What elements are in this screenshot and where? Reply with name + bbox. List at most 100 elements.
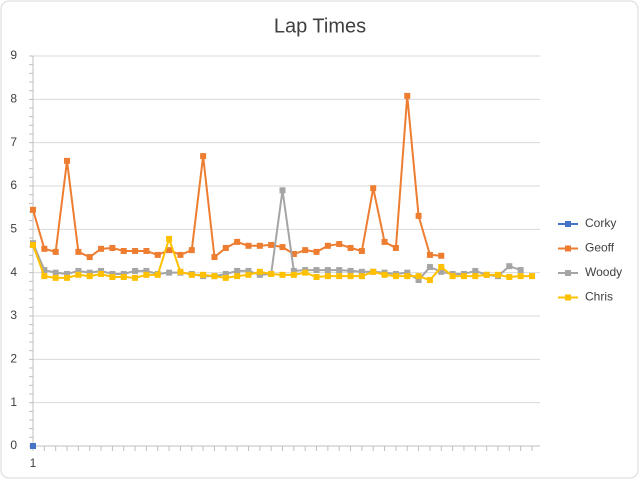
chart-title: Lap Times — [274, 15, 366, 37]
point-marker — [120, 248, 127, 254]
point-marker — [166, 269, 173, 276]
point-marker — [166, 247, 173, 254]
point-marker — [222, 274, 229, 281]
legend-label: Woody — [585, 265, 622, 279]
point-marker — [279, 187, 286, 194]
point-marker — [494, 271, 501, 278]
point-marker — [211, 273, 218, 280]
point-marker — [290, 251, 297, 258]
point-marker — [143, 248, 150, 254]
point-marker — [358, 268, 365, 275]
point-marker — [290, 271, 297, 278]
point-marker — [438, 264, 445, 271]
point-marker — [302, 269, 309, 276]
point-marker — [256, 268, 263, 275]
point-marker — [256, 242, 263, 249]
point-marker — [188, 247, 195, 254]
point-marker — [279, 244, 286, 251]
point-marker — [41, 273, 48, 280]
point-marker — [336, 273, 343, 280]
point-marker — [64, 270, 71, 277]
point-marker — [404, 269, 411, 276]
point-marker — [52, 248, 59, 255]
point-marker — [177, 251, 184, 258]
legend-label: Corky — [585, 216, 616, 230]
point-marker — [415, 273, 422, 280]
point-marker — [268, 241, 275, 248]
point-marker — [415, 212, 422, 219]
point-marker — [370, 185, 377, 192]
y-tick-label: 5 — [10, 222, 17, 236]
x-tick-label: 1 — [30, 456, 37, 470]
point-marker — [347, 273, 354, 280]
point-marker — [211, 254, 218, 261]
point-marker — [392, 244, 399, 251]
point-marker — [426, 277, 433, 284]
point-marker — [313, 267, 320, 274]
point-marker — [358, 273, 365, 280]
point-marker — [234, 267, 241, 274]
point-marker — [188, 271, 195, 278]
point-marker — [426, 251, 433, 258]
point-marker — [358, 248, 365, 254]
y-tick-label: 4 — [10, 265, 17, 279]
point-marker — [109, 274, 116, 280]
point-marker — [177, 268, 184, 275]
point-marker — [132, 248, 139, 254]
point-marker — [75, 271, 82, 278]
y-tick-label: 3 — [10, 308, 17, 322]
y-tick-label: 7 — [10, 135, 17, 149]
point-marker — [30, 206, 36, 213]
point-marker — [52, 274, 59, 281]
point-marker — [449, 273, 456, 280]
legend-marker — [565, 294, 571, 301]
point-marker — [109, 244, 116, 251]
point-marker — [415, 277, 422, 284]
point-marker — [64, 157, 71, 164]
point-marker — [506, 263, 513, 270]
point-marker — [460, 273, 467, 280]
point-marker — [200, 153, 207, 160]
point-marker — [438, 268, 445, 275]
y-tick-label: 8 — [10, 92, 17, 106]
point-marker — [336, 267, 343, 274]
point-marker — [381, 238, 388, 245]
y-tick-label: 6 — [10, 178, 17, 192]
point-marker — [529, 273, 535, 280]
point-marker — [472, 273, 479, 280]
y-tick-label: 9 — [10, 48, 17, 62]
point-marker — [302, 247, 309, 254]
point-marker — [109, 270, 116, 277]
point-marker — [290, 267, 297, 274]
point-marker — [245, 271, 252, 278]
point-marker — [324, 242, 331, 249]
point-marker — [234, 238, 241, 245]
point-marker — [347, 244, 354, 251]
point-marker — [52, 269, 59, 276]
point-marker — [154, 271, 161, 278]
y-tick-label: 0 — [10, 438, 17, 452]
point-marker — [517, 267, 524, 274]
point-marker — [268, 270, 275, 277]
point-marker — [143, 271, 150, 278]
point-marker — [438, 252, 445, 259]
point-marker — [313, 274, 320, 280]
point-marker — [86, 254, 93, 261]
point-marker — [75, 248, 82, 255]
point-marker — [86, 273, 93, 280]
point-marker — [245, 242, 252, 249]
point-marker — [517, 273, 524, 280]
point-marker — [404, 92, 411, 99]
point-marker — [120, 274, 127, 280]
point-marker — [404, 273, 411, 280]
point-marker — [324, 267, 331, 274]
point-marker — [98, 267, 105, 274]
y-tick-label: 2 — [10, 352, 17, 366]
point-marker — [132, 274, 139, 281]
point-marker — [222, 244, 229, 251]
legend-marker — [565, 270, 571, 276]
point-marker — [472, 267, 479, 274]
point-marker — [279, 271, 286, 278]
point-marker — [41, 245, 48, 252]
